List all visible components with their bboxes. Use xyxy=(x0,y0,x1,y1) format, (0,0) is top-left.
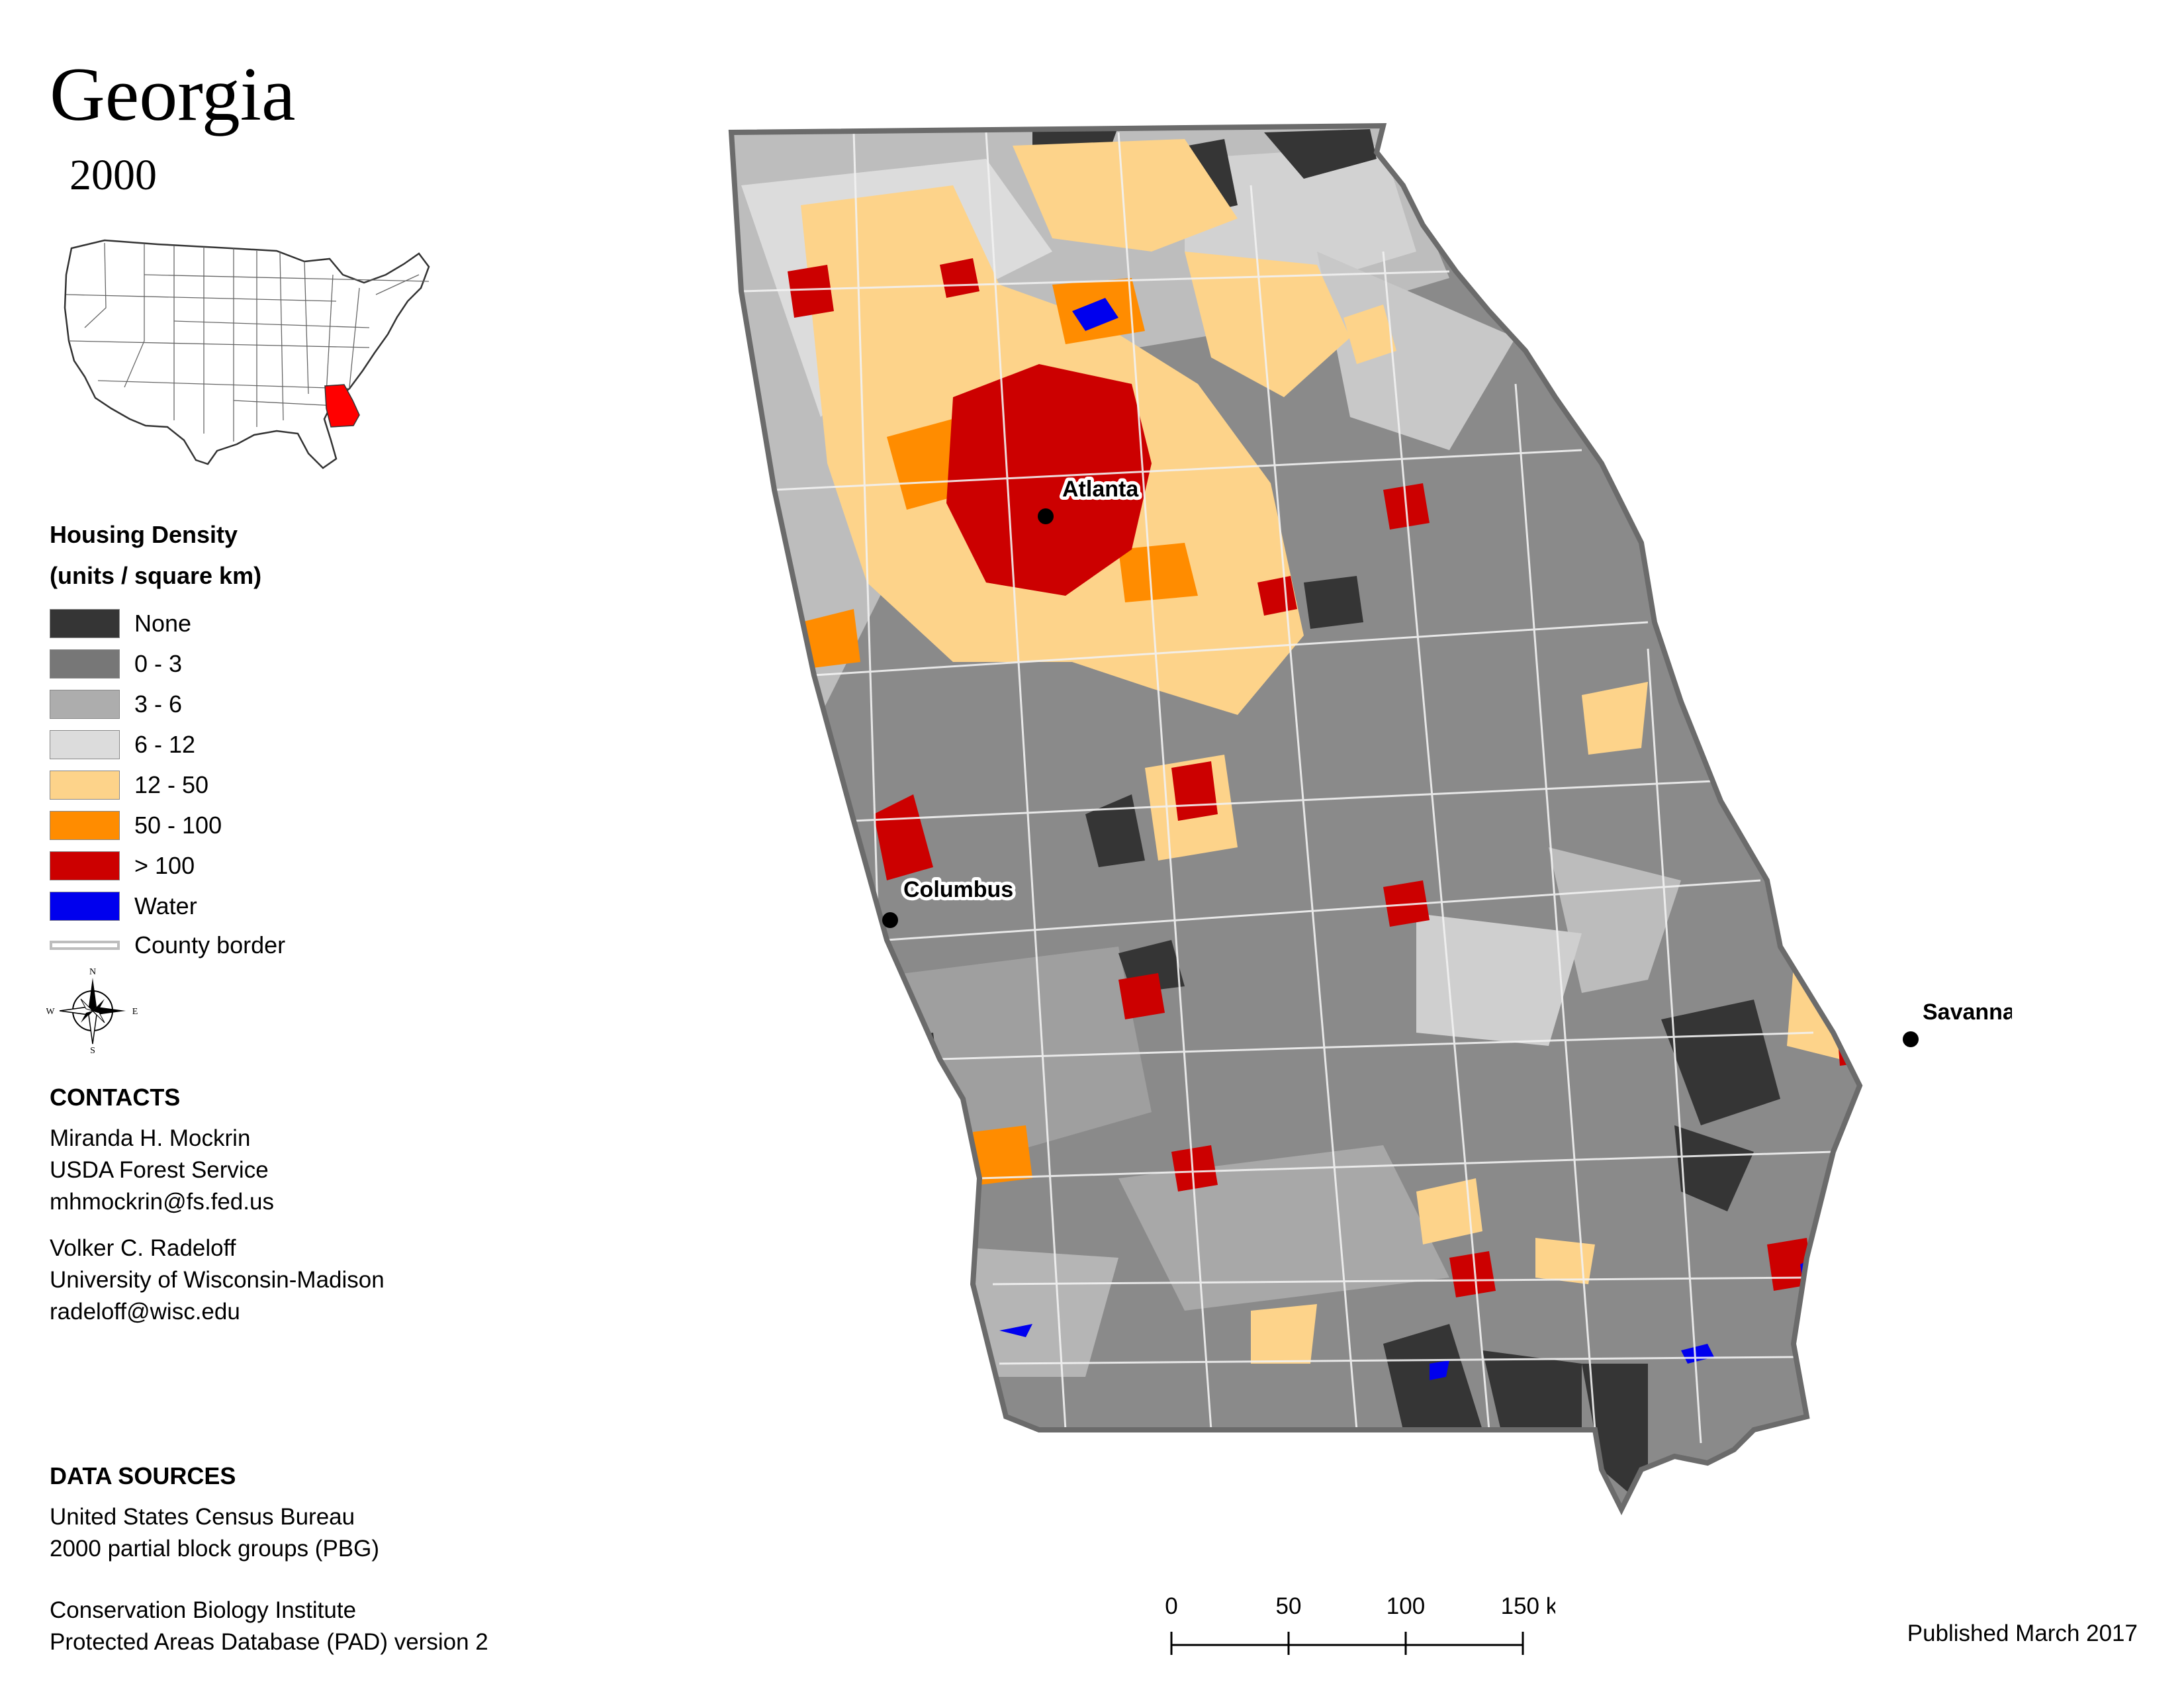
contacts-heading: CONTACTS xyxy=(50,1084,181,1111)
county-border-swatch xyxy=(50,941,120,950)
legend-item-50-100: 50 - 100 xyxy=(50,810,222,841)
legend-item-none: None xyxy=(50,608,191,639)
compass-w: W xyxy=(46,1007,55,1017)
published-date: Published March 2017 xyxy=(1907,1620,2138,1646)
legend-item-water: Water xyxy=(50,890,197,922)
macon-urban-core xyxy=(1171,761,1218,821)
scale-tick-label: 150 km xyxy=(1501,1593,1555,1619)
legend-swatch xyxy=(50,649,120,679)
legend-label: County border xyxy=(134,931,286,959)
city-marker xyxy=(882,912,898,928)
city-atlanta: Atlanta xyxy=(1038,473,1142,524)
data-source-line: 2000 partial block groups (PBG) xyxy=(50,1536,380,1562)
map-title: Georgia xyxy=(50,52,296,137)
legend-label: 50 - 100 xyxy=(134,812,222,839)
legend-label: > 100 xyxy=(134,852,195,879)
legend-title: Housing Density xyxy=(50,521,238,548)
county-borders xyxy=(741,132,1834,1444)
city-marker xyxy=(1903,1031,1919,1047)
georgia-highlight xyxy=(324,384,360,428)
compass-n: N xyxy=(89,968,96,977)
legend-label: 3 - 6 xyxy=(134,690,183,718)
contact2-org: University of Wisconsin-Madison xyxy=(50,1267,385,1293)
city-columbus: Columbus xyxy=(882,874,1017,928)
augusta-urban-core xyxy=(1648,543,1701,622)
data-sources-heading: DATA SOURCES xyxy=(50,1462,236,1489)
city-marker xyxy=(1038,508,1054,524)
contact1-email[interactable]: mhmockrin@fs.fed.us xyxy=(50,1189,274,1215)
city-label-atlanta: Atlanta xyxy=(1062,477,1139,502)
city-savannah: Savannah xyxy=(1903,996,2012,1047)
scale-tick-label: 100 xyxy=(1387,1593,1425,1619)
legend-item-12-50: 12 - 50 xyxy=(50,769,208,801)
georgia-housing-density-map: Atlanta Columbus Savannah xyxy=(721,119,2012,1575)
contact1-name: Miranda H. Mockrin xyxy=(50,1125,251,1151)
legend-label: None xyxy=(134,610,192,637)
data-source-line: United States Census Bureau xyxy=(50,1504,355,1530)
legend-item-6-12: 6 - 12 xyxy=(50,729,195,761)
legend-swatch xyxy=(50,892,120,921)
compass-s: S xyxy=(90,1046,95,1054)
legend-item-county-border: County border xyxy=(50,929,285,961)
legend-label: 12 - 50 xyxy=(134,771,209,798)
data-source-line: Conservation Biology Institute xyxy=(50,1597,357,1623)
legend-swatch xyxy=(50,851,120,880)
scale-tick-label: 50 xyxy=(1276,1593,1302,1619)
legend-item-over-100: > 100 xyxy=(50,850,195,882)
usa-outline xyxy=(64,239,430,469)
contact2-email[interactable]: radeloff@wisc.edu xyxy=(50,1299,240,1325)
scale-tick-label: 0 xyxy=(1165,1593,1177,1619)
map-year: 2000 xyxy=(69,151,157,199)
legend-item-3-6: 3 - 6 xyxy=(50,688,182,720)
usa-locator-map xyxy=(64,239,430,469)
state-borders xyxy=(66,242,430,442)
legend-swatch xyxy=(50,609,120,638)
legend-swatch xyxy=(50,690,120,719)
compass-rose-icon: N S W E xyxy=(46,968,138,1054)
contact2-name: Volker C. Radeloff xyxy=(50,1235,236,1261)
data-source-line: Protected Areas Database (PAD) version 2 xyxy=(50,1629,488,1655)
city-label-savannah: Savannah xyxy=(1923,1000,2012,1025)
scale-bar: 0 50 100 150 km xyxy=(1165,1593,1555,1655)
scale-line xyxy=(1170,1632,1524,1655)
legend-swatch xyxy=(50,811,120,840)
legend-label: 0 - 3 xyxy=(134,650,183,677)
legend-swatch xyxy=(50,771,120,800)
legend-item-0-3: 0 - 3 xyxy=(50,648,182,680)
columbus-urban-core xyxy=(874,794,933,880)
legend-swatch xyxy=(50,730,120,759)
compass-e: E xyxy=(132,1007,138,1017)
city-label-columbus: Columbus xyxy=(903,877,1013,902)
legend-label: 6 - 12 xyxy=(134,731,196,758)
legend-label: Water xyxy=(134,892,197,919)
contact1-org: USDA Forest Service xyxy=(50,1157,269,1183)
legend-units: (units / square km) xyxy=(50,562,262,589)
atlanta-urban-core xyxy=(946,364,1152,596)
